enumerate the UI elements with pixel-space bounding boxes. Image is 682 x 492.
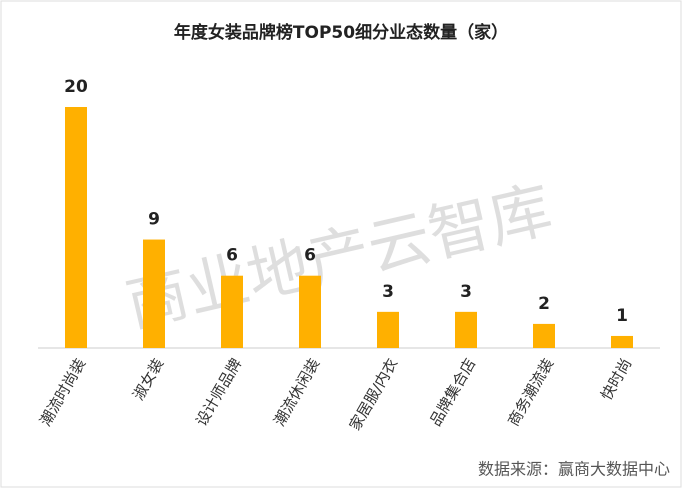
value-label: 6 bbox=[226, 246, 238, 266]
bar bbox=[611, 335, 633, 348]
value-label: 3 bbox=[382, 282, 394, 302]
value-label: 1 bbox=[616, 306, 628, 326]
bar bbox=[143, 239, 165, 348]
source: 数据来源：赢商大数据中心 bbox=[478, 460, 670, 479]
chart-title: 年度女装品牌榜TOP50细分业态数量（家） bbox=[174, 22, 508, 43]
bar bbox=[65, 107, 87, 348]
bar bbox=[533, 323, 555, 348]
bar bbox=[455, 311, 477, 348]
value-label: 20 bbox=[64, 77, 88, 97]
value-label: 6 bbox=[304, 246, 316, 266]
bar bbox=[299, 275, 321, 348]
value-label: 9 bbox=[148, 210, 160, 230]
value-label: 2 bbox=[538, 294, 550, 314]
value-label: 3 bbox=[460, 282, 472, 302]
bar bbox=[377, 311, 399, 348]
bar bbox=[221, 275, 243, 348]
